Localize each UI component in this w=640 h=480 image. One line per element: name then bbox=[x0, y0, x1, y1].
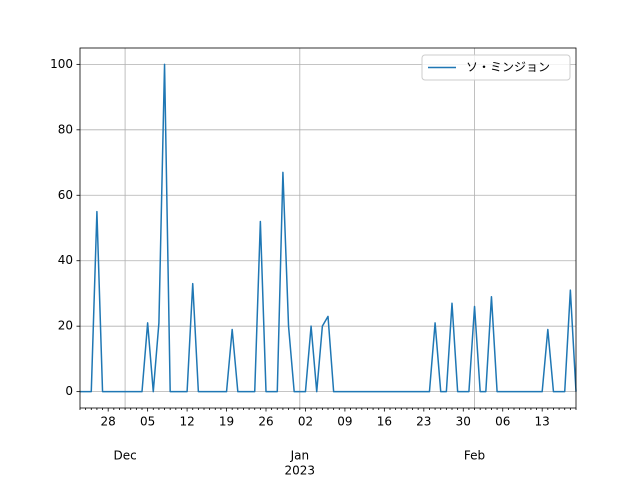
x-month-label: Dec bbox=[113, 449, 136, 463]
x-month-label: Jan bbox=[290, 449, 310, 463]
x-tick-label: 30 bbox=[456, 415, 471, 429]
x-tick-label: 16 bbox=[377, 415, 392, 429]
legend-label: ソ・ミンジョン bbox=[466, 60, 550, 74]
y-tick-label: 40 bbox=[58, 253, 73, 267]
line bbox=[80, 63, 577, 393]
x-tick-label: 28 bbox=[101, 415, 116, 429]
x-tick-label: 26 bbox=[258, 415, 273, 429]
legend-box bbox=[421, 54, 571, 81]
x-month-label: Feb bbox=[464, 449, 485, 463]
x-tick-label: 02 bbox=[298, 415, 313, 429]
x-tick-label: 12 bbox=[179, 415, 194, 429]
y-tick-label: 20 bbox=[58, 319, 73, 333]
y-tick-label: 60 bbox=[58, 188, 73, 202]
axes-frame bbox=[79, 47, 577, 409]
x-tick-label: 09 bbox=[337, 415, 352, 429]
x-tick-label: 05 bbox=[140, 415, 155, 429]
x-tick-label: 19 bbox=[219, 415, 234, 429]
x-year-label: 2023 bbox=[285, 464, 316, 478]
x-tick-label: 13 bbox=[535, 415, 550, 429]
y-tick-label: 0 bbox=[65, 384, 73, 398]
x-tick-label: 23 bbox=[416, 415, 431, 429]
y-tick-label: 80 bbox=[58, 122, 73, 136]
y-tick-label: 100 bbox=[50, 57, 73, 71]
x-tick-label: 06 bbox=[495, 415, 510, 429]
